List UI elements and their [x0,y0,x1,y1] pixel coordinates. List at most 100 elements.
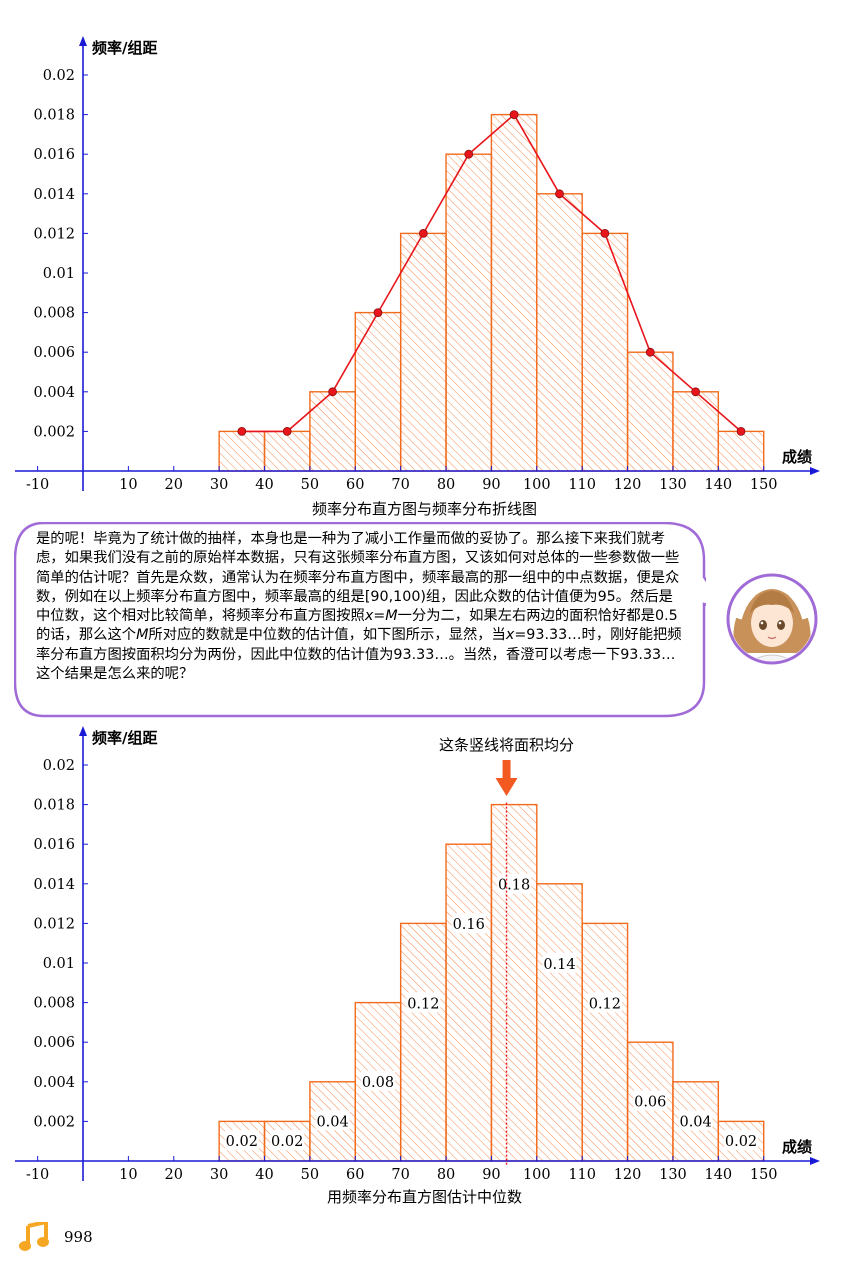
y-axis-arrow [79,726,87,736]
y-tick-label: 0.008 [33,996,75,1012]
x-tick-label: 60 [346,1167,364,1183]
area-label-bg [633,1090,668,1111]
x-tick-label: 120 [614,477,642,493]
histogram-with-polyline: -10 10 20 30 40 50 60 70 80 90 100 110 120 130 140 150 0… [15,36,820,493]
math-variable: x [364,608,374,625]
y-tick-label: 0.008 [33,306,75,322]
histogram-bar [672,391,720,472]
x-tick-label: 70 [391,1167,409,1183]
polyline-point [418,228,428,238]
histogram-bar [581,922,629,1162]
y-tick-label: 0.002 [33,424,75,440]
area-label-bg [406,992,441,1013]
area-label-bg [270,1130,305,1151]
y-tick-label: 0.004 [33,1075,75,1091]
y-tick-label: 0.018 [33,108,75,124]
x-tick-label: 130 [659,1167,687,1183]
polyline-point [736,426,746,436]
math-variable: M [385,608,398,625]
y-axis-title: 频率/组距 [92,39,157,57]
area-label-group: 0.04 [315,1110,350,1131]
polyline-point [691,387,701,397]
x-tick-label: 50 [301,1167,319,1183]
x-axis-title: 成绩 [782,448,812,466]
area-label-group: 0.16 [451,913,486,934]
histogram-bar [399,922,447,1162]
histogram-bar [490,803,538,1162]
x-tick-label: 90 [482,477,500,493]
speech-bubble [14,522,706,718]
x-tick-label: -10 [26,1167,49,1183]
area-label-group: 0.08 [360,1070,395,1091]
bubble-text-segment: 所对应的数就是中位数的估计值，如下图所示，显然，当 [148,627,506,644]
histogram-bar [445,843,493,1162]
area-label: 0.12 [407,996,439,1012]
histogram-bar [263,430,311,472]
x-tick-label: 20 [165,477,183,493]
area-label-group: 0.14 [542,952,577,973]
y-tick-label: 0.02 [43,68,75,84]
y-tick-label: 0.01 [43,266,75,282]
y-tick-label: 0.006 [33,345,75,361]
area-label-group: 0.06 [633,1090,668,1111]
histogram-bar [536,883,583,1162]
y-tick-label: 0.012 [33,226,75,242]
bubble-text: 是的呢！毕竟为了统计做的抽样，本身也是一种为了减小工作量而做的妥协了。那么接下来… [36,530,682,684]
frequency-polyline [241,113,742,433]
x-tick-label: 50 [301,477,319,493]
histogram-bar [581,232,629,472]
x-tick-label: 10 [119,477,137,493]
area-label-group: 0.02 [724,1130,759,1151]
median-arrow-head [495,778,518,796]
area-label-bg [451,913,486,934]
x-tick-label: 100 [523,477,551,493]
area-label-group: 0.12 [587,992,622,1013]
polyline-point [328,387,337,397]
y-tick-label: 0.016 [33,147,75,163]
histogram-bar [490,113,538,472]
area-label: 0.04 [679,1114,711,1130]
x-tick-label: 40 [255,477,273,493]
area-label-group: 0.04 [678,1110,713,1131]
polyline-point [555,189,564,199]
y-tick-label: 0.002 [33,1114,75,1130]
math-variable: M [136,627,149,644]
polyline-point [600,228,610,238]
x-tick-label: 90 [482,1167,500,1183]
x-tick-label: 150 [750,1167,778,1183]
area-label-bg [315,1110,350,1131]
x-tick-label: 80 [437,1167,455,1183]
bubble-text-segment: =93.33…时，刚好能把频率分布直方图按面积均分为两份，因此中位数的估计值为9… [36,627,682,683]
area-label: 0.04 [316,1114,348,1130]
x-tick-label: 20 [165,1167,183,1183]
polyline-point [464,149,474,159]
x-axis-arrow [810,1157,820,1165]
area-label: 0.02 [271,1134,303,1150]
x-tick-label: 110 [568,477,596,493]
x-tick-label: 60 [346,477,364,493]
chart2-caption: 用频率分布直方图估计中位数 [326,1188,522,1206]
y-tick-label: 0.014 [33,187,75,203]
histogram-bar [717,430,765,472]
polyline-point [645,347,655,357]
x-tick-label: 130 [659,477,687,493]
histogram-bar [218,430,266,472]
polyline-point [237,426,247,436]
x-tick-label: 10 [119,1167,137,1183]
y-tick-label: 0.018 [33,798,75,814]
x-tick-label: 140 [704,1167,732,1183]
polyline-point [373,308,383,318]
histogram-bar [354,311,402,472]
y-tick-label: 0.012 [33,916,75,932]
area-label: 0.02 [725,1134,757,1150]
math-variable: x [505,627,515,644]
polyline-point [509,110,519,119]
histogram-bar [399,232,447,472]
histogram-bar [626,351,674,472]
y-axis-title: 频率/组距 [92,729,157,747]
chart1-caption: 频率分布直方图与频率分布折线图 [311,500,537,518]
y-tick-label: 0.016 [33,837,75,853]
median-annotation: 这条竖线将面积均分 [439,736,574,754]
area-label: 0.18 [498,878,530,894]
area-label: 0.08 [362,1075,394,1091]
